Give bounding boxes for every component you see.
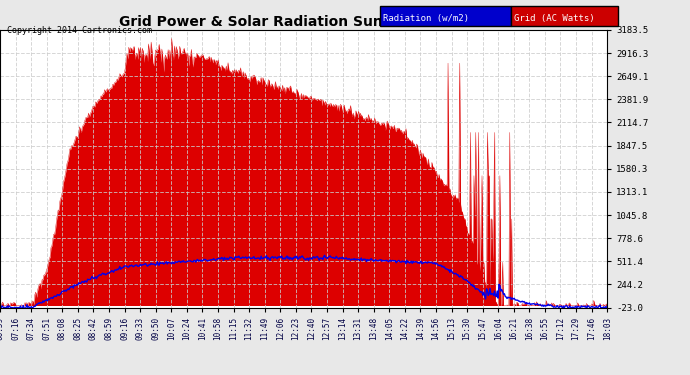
Text: Copyright 2014 Cartronics.com: Copyright 2014 Cartronics.com [7,26,152,35]
Text: Grid (AC Watts): Grid (AC Watts) [514,13,595,22]
Text: Grid Power & Solar Radiation Sun Oct 12 18:05: Grid Power & Solar Radiation Sun Oct 12 … [119,15,488,29]
Text: Radiation (w/m2): Radiation (w/m2) [383,13,469,22]
